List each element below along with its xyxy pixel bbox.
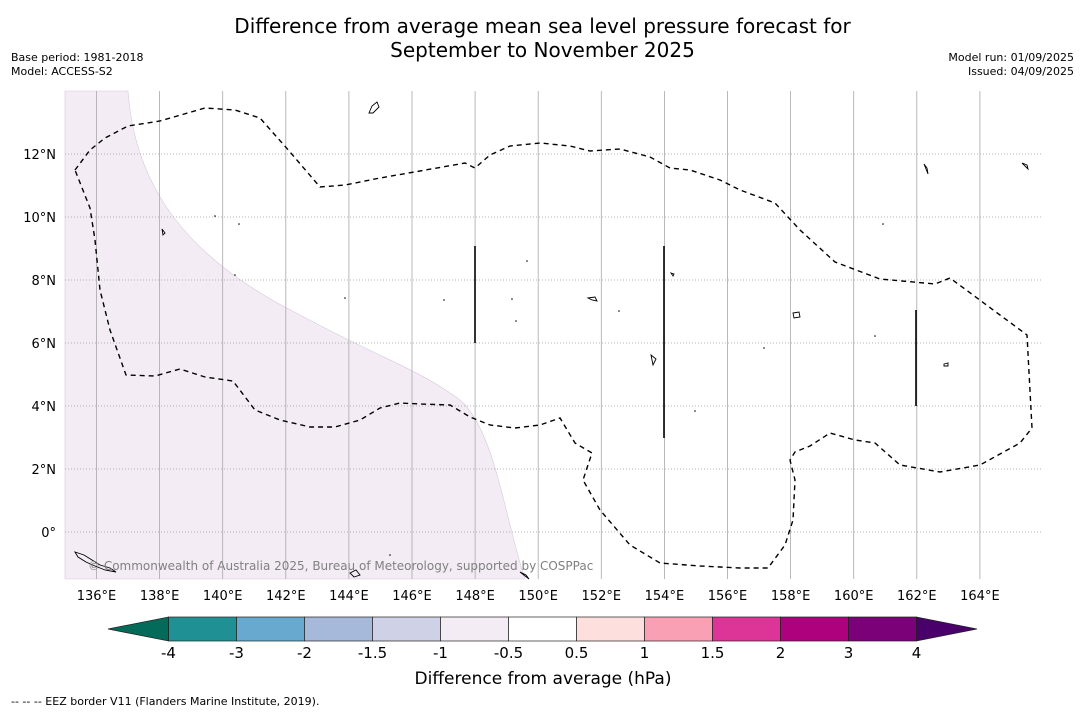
island-g xyxy=(73,551,117,573)
colorbar-tick-label: -2 xyxy=(297,644,312,662)
lat-tick-label: 2°N xyxy=(32,463,57,478)
lon-tick-label: 142°E xyxy=(266,589,306,604)
lat-tick-label: 10°N xyxy=(23,211,56,226)
meta-left: Base period: 1981-2018 Model: ACCESS-S2 xyxy=(11,51,143,79)
colorbar-segment xyxy=(304,616,373,642)
colorbar-tick-label: 1.5 xyxy=(701,644,725,662)
colorbar-tick-label: 4 xyxy=(912,644,922,662)
colorbar-segment xyxy=(712,616,781,642)
lon-tick-label: 152°E xyxy=(582,589,622,604)
lon-tick-label: 154°E xyxy=(645,589,685,604)
eez-footnote: -- -- -- EEZ border V11 (Flanders Marine… xyxy=(11,695,320,708)
island-a xyxy=(161,228,166,236)
lat-tick-label: 0° xyxy=(41,526,56,541)
colorbar-tick-label: -1 xyxy=(433,644,448,662)
latitude-gridlines xyxy=(65,153,1043,533)
colorbar xyxy=(107,616,978,642)
lon-tick-label: 158°E xyxy=(771,589,811,604)
meta-right: Model run: 01/09/2025 Issued: 04/09/2025 xyxy=(948,51,1074,79)
island-k xyxy=(1021,162,1029,171)
copyright-text: © Commonwealth of Australia 2025, Bureau… xyxy=(88,559,593,573)
lon-tick-label: 140°E xyxy=(203,589,243,604)
colorbar-tick-label: 3 xyxy=(844,644,854,662)
lon-tick-label: 156°E xyxy=(708,589,748,604)
longitude-tick-labels: 136°E 138°E 140°E 142°E 144°E 146°E 148°E 150°E… xyxy=(77,589,1000,604)
lat-tick-label: 6°N xyxy=(32,337,57,352)
colorbar-tick-label: -3 xyxy=(229,644,244,662)
colorbar-segment xyxy=(236,616,305,642)
colorbar-segment xyxy=(508,616,577,642)
lon-tick-label: 164°E xyxy=(960,589,1000,604)
island-i xyxy=(519,571,530,580)
colorbar-tick-label: 0.5 xyxy=(565,644,589,662)
colorbar-segment xyxy=(168,616,237,642)
lon-tick-label: 136°E xyxy=(77,589,117,604)
colorbar-tick-label: -4 xyxy=(161,644,176,662)
colorbar-segment xyxy=(780,616,849,642)
colorbar-tick-label: -1.5 xyxy=(358,644,387,662)
island-d xyxy=(943,362,949,367)
island-c xyxy=(792,311,801,319)
colorbar-segment xyxy=(440,616,509,642)
model-run: Model run: 01/09/2025 xyxy=(948,51,1074,64)
lat-tick-label: 4°N xyxy=(32,400,57,415)
island-e xyxy=(650,353,657,367)
colorbar-segment xyxy=(372,616,441,642)
island-h xyxy=(349,569,361,578)
base-period: Base period: 1981-2018 xyxy=(11,51,144,64)
lon-tick-label: 146°E xyxy=(392,589,432,604)
island-guam xyxy=(368,101,380,114)
lon-tick-label: 138°E xyxy=(140,589,180,604)
title-line-1: Difference from average mean sea level p… xyxy=(234,14,851,38)
lon-tick-label: 160°E xyxy=(834,589,874,604)
colorbar-title: Difference from average (hPa) xyxy=(415,669,672,689)
issued-date: Issued: 04/09/2025 xyxy=(967,65,1074,78)
colorbar-segment xyxy=(644,616,713,642)
title-line-2: September to November 2025 xyxy=(390,38,695,62)
colorbar-tick-labels: -4 -3 -2 -1.5 -1 -0.5 0.5 1 1.5 2 3 4 xyxy=(161,644,921,662)
lat-tick-label: 12°N xyxy=(23,148,56,163)
lon-tick-label: 148°E xyxy=(455,589,495,604)
colorbar-tick-label: 2 xyxy=(776,644,786,662)
island-b xyxy=(586,296,598,302)
colorbar-tick-label: -0.5 xyxy=(494,644,523,662)
chart-title: Difference from average mean sea level p… xyxy=(0,14,1085,62)
colorbar-over-arrow xyxy=(916,616,978,642)
longitude-gridlines xyxy=(96,91,981,579)
island-j xyxy=(923,163,929,175)
islet-dots xyxy=(214,215,884,556)
colorbar-under-arrow xyxy=(107,616,169,642)
island-f xyxy=(669,272,675,277)
lon-tick-label: 162°E xyxy=(897,589,937,604)
island-outlines xyxy=(73,101,1029,580)
colorbar-segment xyxy=(576,616,645,642)
lat-tick-label: 8°N xyxy=(32,274,57,289)
lon-tick-label: 150°E xyxy=(518,589,558,604)
anomaly-shading xyxy=(64,90,526,580)
colorbar-segment xyxy=(848,616,917,642)
lon-tick-label: 144°E xyxy=(329,589,369,604)
model-name: Model: ACCESS-S2 xyxy=(11,65,113,78)
latitude-tick-labels: 12°N 10°N 8°N 6°N 4°N 2°N 0° xyxy=(23,148,56,541)
colorbar-tick-label: 1 xyxy=(640,644,650,662)
